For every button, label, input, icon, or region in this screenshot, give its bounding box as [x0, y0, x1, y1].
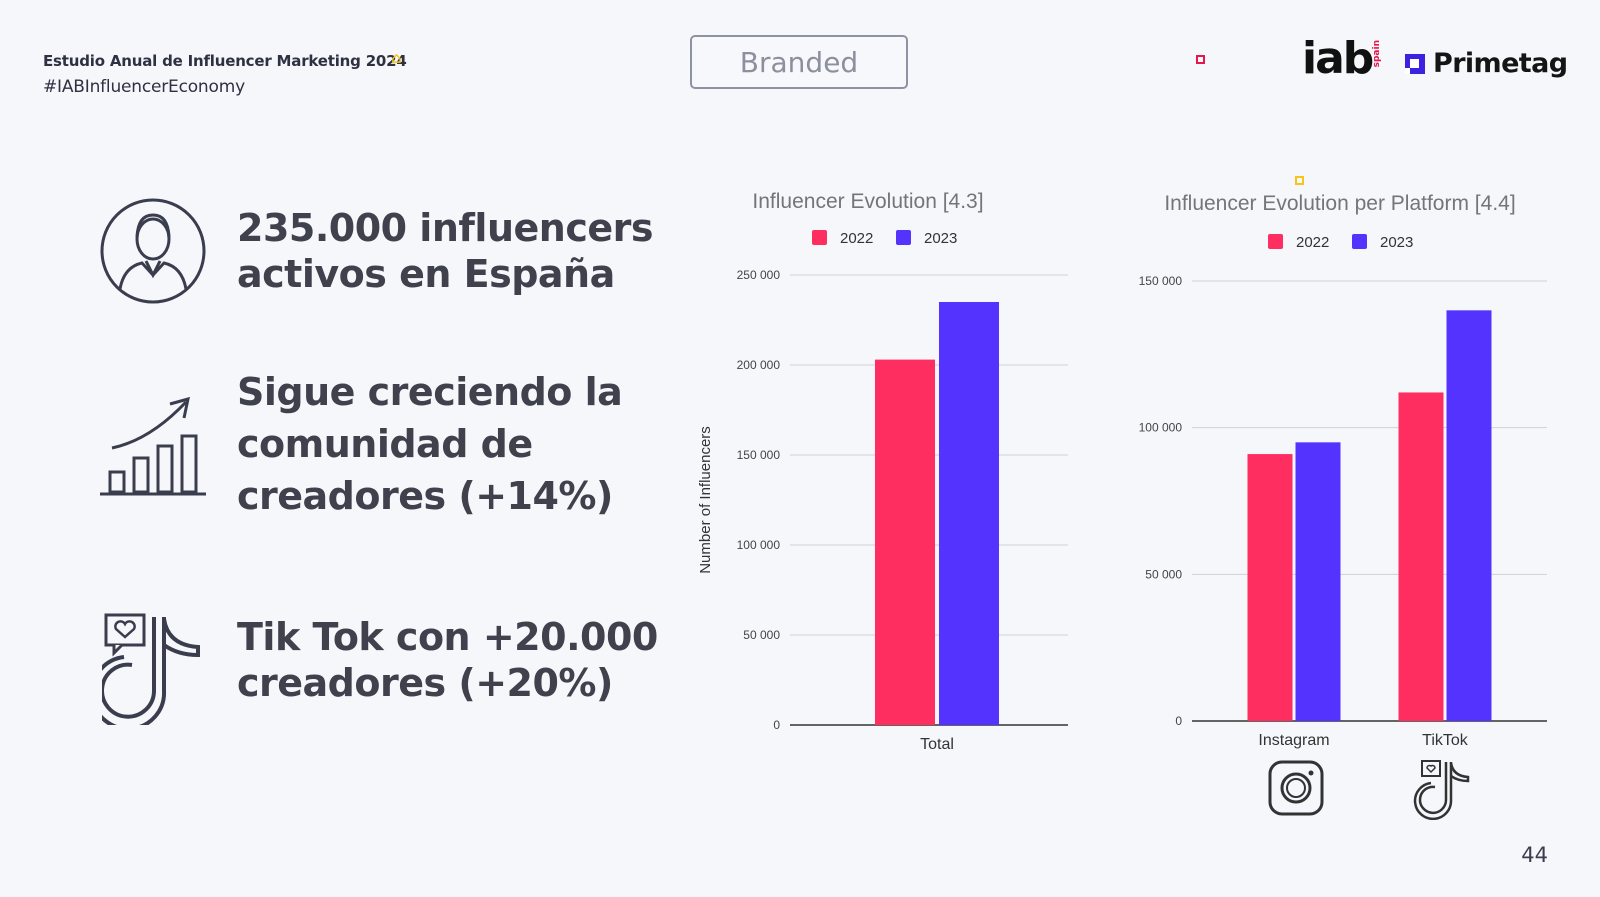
y-tick-label: 0 — [773, 718, 780, 732]
legend-label: 2023 — [1380, 234, 1413, 251]
y-tick-label: 100 000 — [1139, 421, 1183, 435]
hashtag: #IABInfluencerEconomy — [43, 77, 245, 97]
stat-line: Tik Tok con +20.000 — [237, 615, 658, 659]
stat-line: creadores (+20%) — [237, 661, 613, 705]
y-tick-label: 250 000 — [737, 268, 781, 282]
chart-title: Influencer Evolution [4.3] — [752, 190, 983, 213]
y-tick-label: 150 000 — [1139, 274, 1183, 288]
influencer-evolution-chart: Influencer Evolution [4.3] 2022 2023 0 50 00… — [697, 190, 1068, 753]
influencer-platform-chart: Influencer Evolution per Platform [4.4] 2… — [1139, 192, 1547, 820]
y-tick-label: 150 000 — [737, 448, 781, 462]
house-icon — [392, 54, 401, 63]
legend-swatch — [896, 230, 911, 245]
tiktok-icon — [1413, 760, 1470, 820]
y-tick-label: 50 000 — [1145, 567, 1182, 581]
decorative-square-pink — [1196, 55, 1205, 64]
y-tick-label: 0 — [1175, 714, 1182, 728]
stat-line: activos en España — [237, 252, 615, 296]
iab-logo-subtext: spain — [1372, 40, 1382, 68]
stat-line: 235.000 influencers — [237, 206, 653, 250]
stat-line: comunidad de — [237, 422, 533, 466]
y-tick-label: 200 000 — [737, 358, 781, 372]
bar-2023-instagram — [1295, 442, 1341, 721]
stat-line: Sigue creciendo la — [237, 370, 623, 414]
bar-2023-tiktok — [1446, 310, 1492, 721]
iab-spain-logo: iab spain — [1302, 33, 1382, 84]
legend-label: 2022 — [840, 230, 873, 247]
legend-label: 2022 — [1296, 234, 1329, 251]
page-number: 44 — [1521, 843, 1548, 867]
stat-influencers-active: 235.000 influencers activos en España — [237, 205, 653, 297]
decorative-square-yellow — [1295, 176, 1304, 185]
bar-2023-total — [939, 302, 999, 725]
legend-swatch — [812, 230, 827, 245]
legend-label: 2023 — [924, 230, 957, 247]
report-title: Estudio Anual de Influencer Marketing 20… — [43, 52, 407, 70]
x-tick-label: TikTok — [1422, 732, 1469, 749]
tiktok-icon — [102, 613, 200, 725]
legend-swatch — [1352, 234, 1367, 249]
primetag-mark-icon — [1405, 53, 1425, 74]
branded-button[interactable]: Branded — [690, 35, 908, 89]
y-tick-label: 50 000 — [743, 628, 780, 642]
y-axis-label: Number of Influencers — [697, 426, 714, 574]
bar-2022-tiktok — [1398, 392, 1444, 721]
x-tick-label: Instagram — [1258, 732, 1329, 749]
legend-swatch — [1268, 234, 1283, 249]
stat-community-growth: Sigue creciendo la comunidad de creadore… — [237, 366, 623, 522]
bar-2022-instagram — [1247, 454, 1293, 721]
primetag-logo-text: Primetag — [1433, 48, 1568, 79]
primetag-logo: Primetag — [1405, 48, 1568, 79]
influencer-person-icon — [100, 198, 206, 304]
growth-chart-icon — [100, 396, 206, 496]
y-tick-label: 100 000 — [737, 538, 781, 552]
stat-line: creadores (+14%) — [237, 474, 613, 518]
bar-2022-total — [875, 359, 935, 725]
iab-logo-text: iab — [1302, 33, 1374, 84]
instagram-icon — [1268, 760, 1324, 816]
stat-tiktok-creators: Tik Tok con +20.000 creadores (+20%) — [237, 614, 658, 706]
chart-title: Influencer Evolution per Platform [4.4] — [1164, 192, 1515, 215]
x-tick-label: Total — [920, 736, 954, 753]
